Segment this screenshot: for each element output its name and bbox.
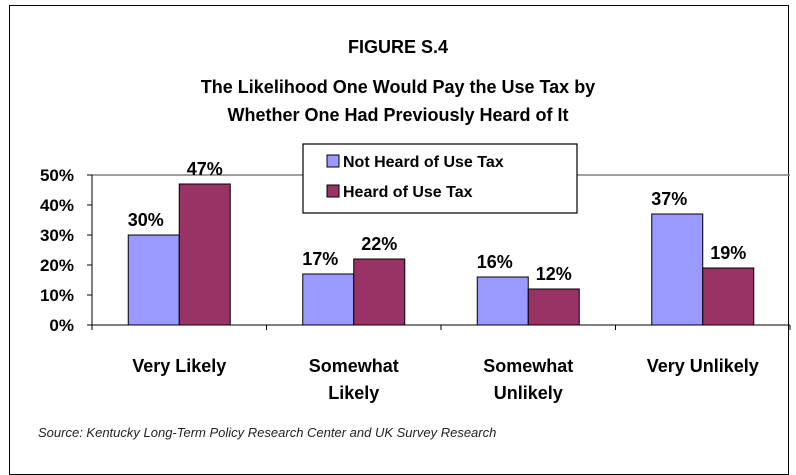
chart-title: FIGURE S.4: [347, 37, 449, 57]
x-tick-label: Unlikely: [494, 383, 563, 403]
data-label: 19%: [710, 243, 746, 263]
source-note: Source: Kentucky Long-Term Policy Resear…: [38, 425, 497, 440]
y-tick-label: 0%: [49, 316, 74, 335]
data-label: 37%: [651, 189, 687, 209]
bar: [702, 267, 755, 326]
bar: [651, 213, 704, 326]
bar: [476, 276, 529, 326]
chart-subtitle-line-1: The Likelihood One Would Pay the Use Tax…: [200, 77, 596, 97]
data-label: 22%: [361, 234, 397, 254]
legend-swatch: [326, 154, 340, 168]
y-tick-label: 10%: [40, 286, 74, 305]
legend-label: Heard of Use Tax: [343, 184, 473, 201]
y-tick-label: 30%: [40, 226, 74, 245]
data-label: 47%: [187, 159, 223, 179]
x-tick-label: Somewhat: [309, 356, 399, 376]
y-tick-label: 20%: [40, 256, 74, 275]
bar: [353, 258, 406, 326]
bar-chart: 0% 10% 20% 30% 40% 50% 30% 17% 16% 37% 47% 22% 12% 19…: [40, 143, 791, 403]
data-label: 16%: [477, 252, 513, 272]
y-tick-label: 40%: [40, 196, 74, 215]
x-tick-label: Very Likely: [132, 356, 226, 376]
bar: [127, 234, 180, 326]
legend-swatch: [326, 184, 340, 198]
bar: [527, 288, 580, 326]
bar: [302, 273, 355, 326]
x-tick-label: Very Unlikely: [647, 356, 759, 376]
legend-label: Not Heard of Use Tax: [343, 154, 504, 171]
chart-subtitle-line-2: Whether One Had Previously Heard of It: [227, 105, 569, 125]
data-label: 30%: [128, 210, 164, 230]
bar: [178, 183, 231, 326]
x-tick-label: Somewhat: [483, 356, 573, 376]
data-label: 12%: [536, 264, 572, 284]
legend-box: [302, 143, 578, 214]
x-tick-label: Likely: [328, 383, 379, 403]
y-tick-label: 50%: [40, 166, 74, 185]
data-label: 17%: [302, 249, 338, 269]
